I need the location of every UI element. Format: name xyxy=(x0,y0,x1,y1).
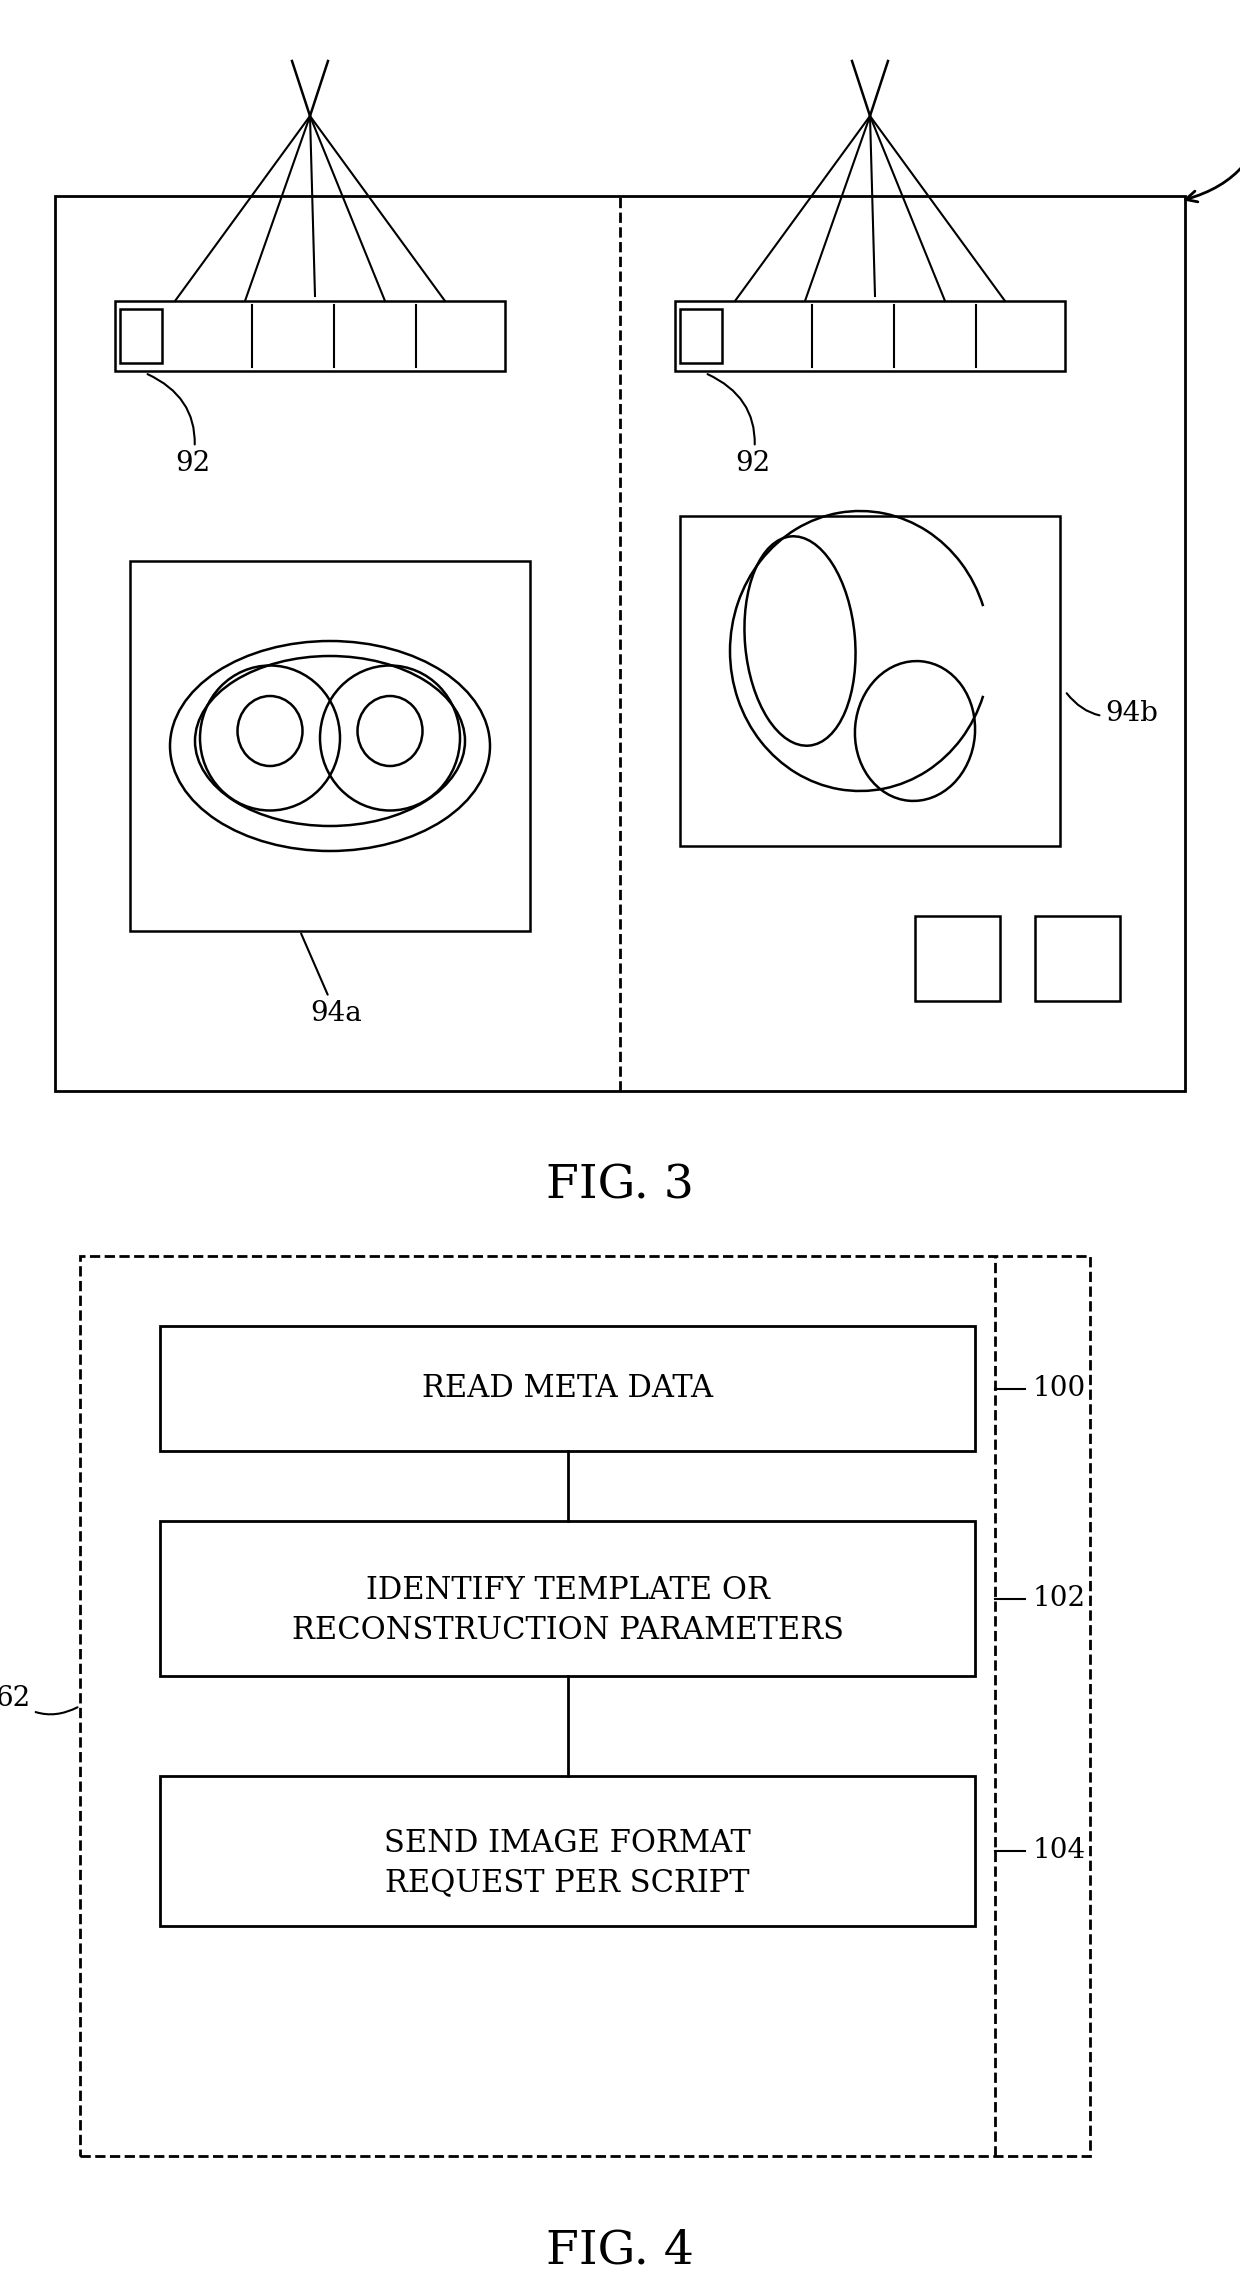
Text: 62: 62 xyxy=(0,1684,78,1714)
Bar xyxy=(160,1775,975,1925)
Bar xyxy=(680,310,722,362)
Bar xyxy=(680,517,1060,847)
Text: FIG. 3: FIG. 3 xyxy=(546,1163,694,1209)
Text: SEND IMAGE FORMAT: SEND IMAGE FORMAT xyxy=(384,1828,751,1859)
Bar xyxy=(160,1520,975,1675)
Text: 92: 92 xyxy=(708,373,770,478)
Bar xyxy=(55,196,1185,1090)
Bar xyxy=(115,300,505,371)
Text: IDENTIFY TEMPLATE OR: IDENTIFY TEMPLATE OR xyxy=(366,1575,770,1607)
Text: RECONSTRUCTION PARAMETERS: RECONSTRUCTION PARAMETERS xyxy=(291,1616,843,1646)
Text: REQUEST PER SCRIPT: REQUEST PER SCRIPT xyxy=(386,1869,750,1898)
Bar xyxy=(675,300,1065,371)
Text: 94b: 94b xyxy=(1066,694,1158,726)
Text: READ META DATA: READ META DATA xyxy=(422,1372,713,1404)
Text: 41: 41 xyxy=(1185,71,1240,203)
Bar xyxy=(1035,915,1120,1001)
Bar xyxy=(130,560,529,931)
Text: 100: 100 xyxy=(1033,1375,1086,1402)
Text: FIG. 4: FIG. 4 xyxy=(546,2228,694,2274)
Bar xyxy=(120,310,162,362)
Bar xyxy=(915,915,999,1001)
Bar xyxy=(160,1327,975,1452)
Text: 102: 102 xyxy=(1033,1584,1086,1611)
Bar xyxy=(81,1256,1090,2155)
Text: 94a: 94a xyxy=(301,933,362,1026)
Text: 92: 92 xyxy=(148,373,211,478)
Text: 104: 104 xyxy=(1033,1837,1086,1864)
